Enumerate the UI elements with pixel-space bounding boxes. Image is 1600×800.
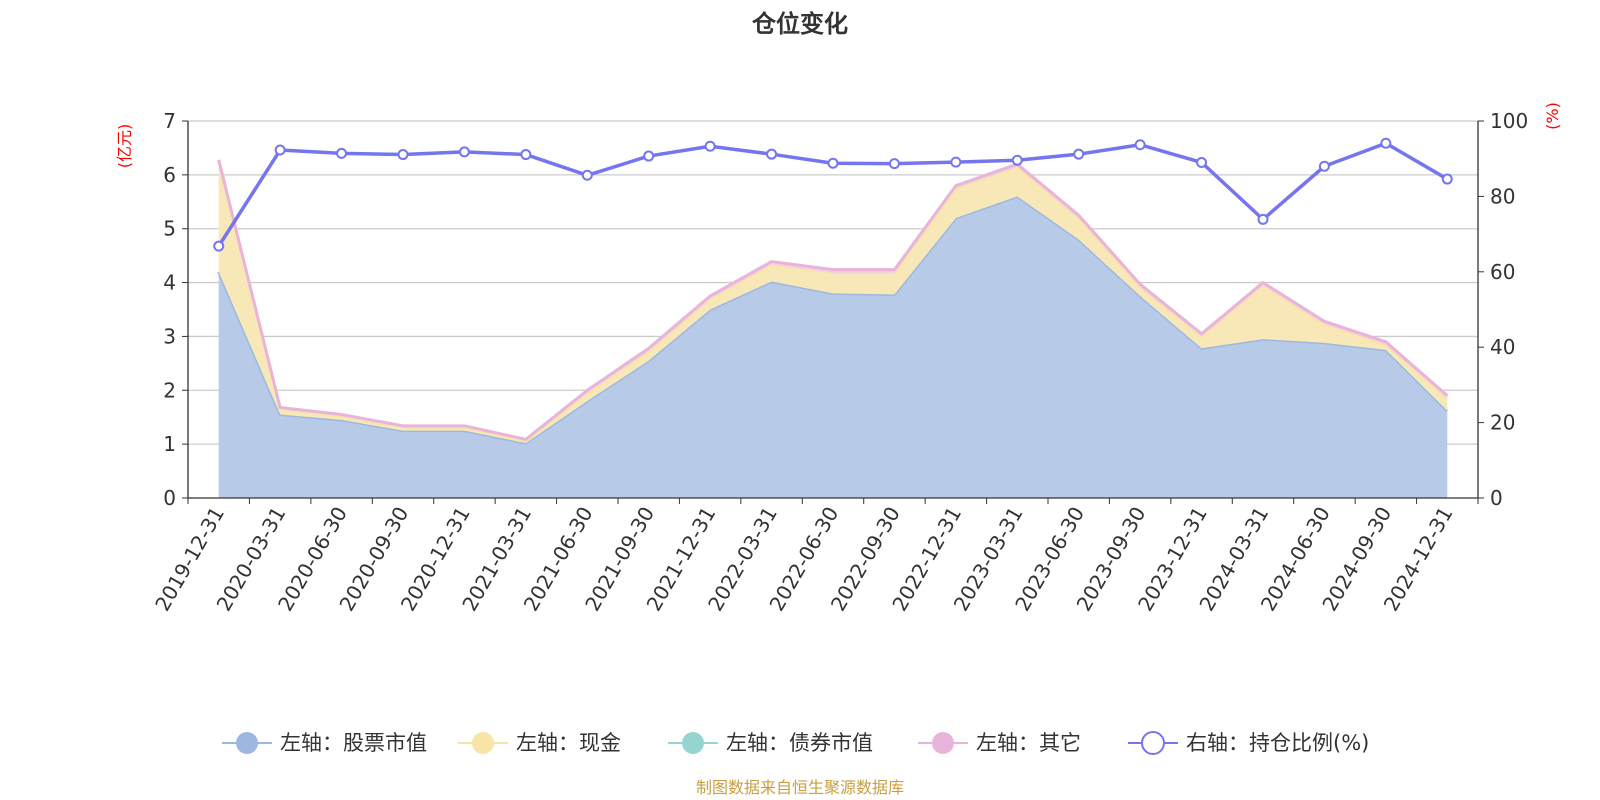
holding-ratio-point bbox=[1134, 139, 1146, 151]
left-axis-tick-label: 0 bbox=[163, 486, 176, 510]
legend-item[interactable]: 左轴：债券市值 bbox=[668, 731, 873, 755]
left-axis-tick-label: 4 bbox=[163, 271, 176, 295]
legend-symbol-marker bbox=[236, 732, 258, 754]
area-series-0 bbox=[218, 196, 1448, 498]
legend-label: 左轴：其它 bbox=[976, 731, 1081, 755]
holding-ratio-point bbox=[766, 148, 778, 160]
holding-ratio-point bbox=[1196, 156, 1208, 168]
holding-ratio-point bbox=[950, 156, 962, 168]
holding-ratio-point bbox=[1380, 137, 1392, 149]
legend-item[interactable]: 左轴：股票市值 bbox=[222, 731, 427, 755]
holding-ratio-point bbox=[397, 149, 409, 161]
left-axis-tick-label: 6 bbox=[163, 163, 176, 187]
left-axis-tick-label: 5 bbox=[163, 217, 176, 241]
data-source-note: 制图数据来自恒生聚源数据库 bbox=[696, 778, 904, 797]
holding-ratio-point bbox=[581, 169, 593, 181]
right-axis-tick-label: 100 bbox=[1490, 109, 1528, 133]
right-axis-tick-label: 80 bbox=[1490, 184, 1515, 208]
holding-ratio-point bbox=[1011, 154, 1023, 166]
holding-ratio-point bbox=[704, 140, 716, 152]
legend-item[interactable]: 左轴：其它 bbox=[918, 731, 1081, 755]
chart-title: 仓位变化 bbox=[751, 10, 848, 38]
legend-symbol-marker bbox=[682, 732, 704, 754]
stacked-areas bbox=[217, 159, 1449, 498]
legend-item[interactable]: 右轴：持仓比例(%) bbox=[1128, 731, 1369, 755]
right-axis-tick-label: 40 bbox=[1490, 335, 1515, 359]
holding-ratio-point bbox=[458, 146, 470, 158]
holding-ratio-point bbox=[1073, 148, 1085, 160]
holding-ratio-point bbox=[274, 144, 286, 156]
holding-ratio-point bbox=[520, 149, 532, 161]
right-axis-unit: (%) bbox=[1543, 102, 1562, 130]
left-axis-tick-label: 3 bbox=[163, 324, 176, 348]
legend-label: 左轴：现金 bbox=[516, 731, 621, 755]
holding-ratio-point bbox=[213, 240, 225, 252]
legend-symbol-marker bbox=[1141, 731, 1165, 755]
holding-ratio-point bbox=[643, 150, 655, 162]
left-axis-unit: (亿元) bbox=[115, 124, 134, 169]
left-axis-tick-label: 7 bbox=[163, 109, 176, 133]
right-axis-tick-label: 60 bbox=[1490, 260, 1515, 284]
holding-ratio-point bbox=[1318, 160, 1330, 172]
legend[interactable]: 左轴：股票市值 左轴：现金 左轴：债券市值 左轴：其它 右轴：持仓比例(%) bbox=[222, 731, 1369, 755]
legend-symbol-marker bbox=[932, 732, 954, 754]
holding-ratio-point bbox=[1441, 173, 1453, 185]
legend-item[interactable]: 左轴：现金 bbox=[458, 731, 621, 755]
holding-ratio-point bbox=[1257, 213, 1269, 225]
left-axis-tick-label: 1 bbox=[163, 432, 176, 456]
right-axis-tick-label: 0 bbox=[1490, 486, 1503, 510]
right-axis-tick-label: 20 bbox=[1490, 411, 1515, 435]
series-lines bbox=[213, 137, 1453, 252]
area-series-line-3 bbox=[217, 159, 1449, 441]
legend-symbol-marker bbox=[472, 732, 494, 754]
legend-label: 左轴：债券市值 bbox=[726, 731, 873, 755]
legend-label: 左轴：股票市值 bbox=[280, 731, 427, 755]
holding-ratio-point bbox=[827, 157, 839, 169]
legend-label: 右轴：持仓比例(%) bbox=[1186, 731, 1369, 755]
holding-ratio-point bbox=[336, 147, 348, 159]
left-axis-tick-label: 2 bbox=[163, 378, 176, 402]
holding-ratio-point bbox=[888, 158, 900, 170]
